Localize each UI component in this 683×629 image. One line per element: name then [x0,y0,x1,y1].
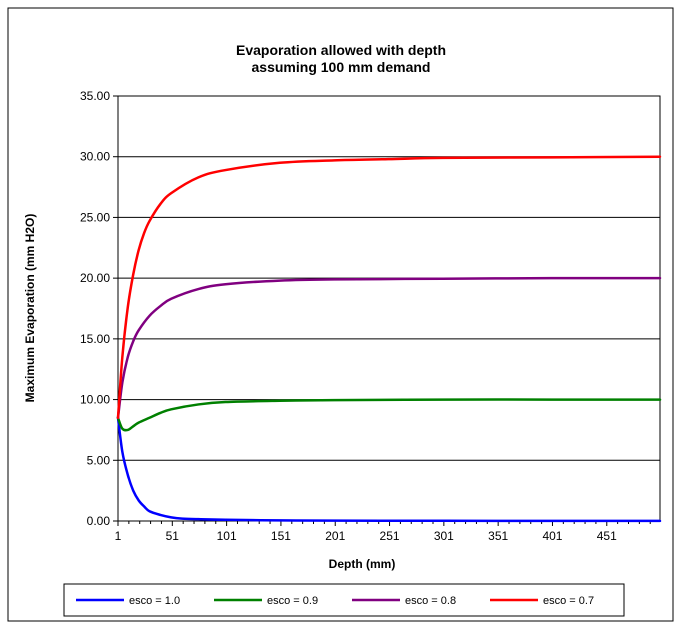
y-tick-label-2: 10.00 [80,393,110,407]
chart-title-line-2: assuming 100 mm demand [252,59,431,75]
x-tick-label-7: 351 [488,529,508,543]
y-tick-label-3: 15.00 [80,332,110,346]
x-tick-label-8: 401 [542,529,562,543]
x-axis-label: Depth (mm) [329,557,396,571]
y-tick-label-1: 5.00 [87,453,111,467]
series-line-1 [116,398,662,432]
legend-label-2: esco = 0.8 [405,595,456,607]
chart-border [7,7,674,622]
legend: esco = 1.0 esco = 0.9 esco = 0.8 esco = 0.7 [76,595,594,607]
legend-label-1: esco = 0.9 [267,595,318,607]
x-tick-label-0: 1 [115,529,122,543]
x-tick-label-5: 251 [380,529,400,543]
chart-title-line-1: Evaporation allowed with depth [236,42,446,58]
series-line-3 [116,155,662,420]
y-tick-label-7: 35.00 [80,89,110,103]
legend-label-0: esco = 1.0 [129,595,180,607]
x-tick-label-1: 51 [166,529,180,543]
y-tick-label-0: 0.00 [87,514,111,528]
x-tick-label-6: 301 [434,529,454,543]
y-tick-label-5: 25.00 [80,210,110,224]
series-lines [116,155,662,523]
x-tick-label-9: 451 [597,529,617,543]
x-tick-label-4: 201 [325,529,345,543]
y-tick-label-4: 20.00 [80,271,110,285]
series-line-0 [116,416,662,523]
x-tick-label-3: 151 [271,529,291,543]
y-axis-label: Maximum Evaporation (mm H2O) [23,214,37,403]
x-tick-label-2: 101 [217,529,237,543]
legend-label-3: esco = 0.7 [543,595,594,607]
y-tick-label-6: 30.00 [80,150,110,164]
series-line-2 [116,276,662,420]
y-axis-ticks: 0.00 5.00 10.00 15.00 20.00 25.00 30.00 35.00 [80,89,118,528]
